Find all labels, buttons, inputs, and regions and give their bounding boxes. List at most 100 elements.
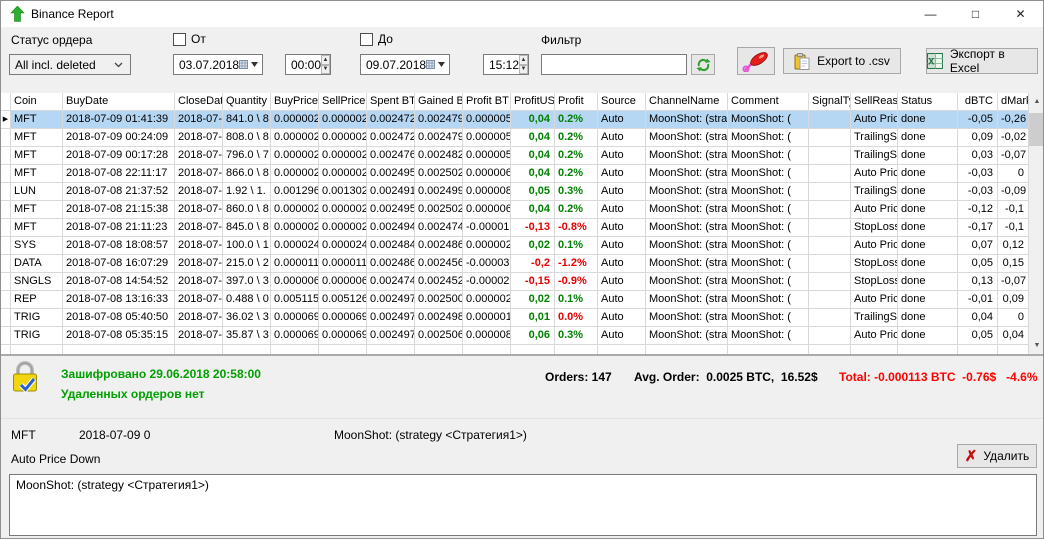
- from-checkbox[interactable]: От: [173, 32, 206, 46]
- cell-spent_btc: 0.002472: [367, 111, 415, 129]
- column-header-sell_reason[interactable]: SellReaso: [851, 93, 898, 111]
- column-header-comment[interactable]: Comment: [728, 93, 809, 111]
- export-excel-button[interactable]: X Экспорт в Excel: [926, 47, 1038, 75]
- cell-d_btc: 0,07: [958, 237, 998, 255]
- order-status-select[interactable]: All incl. deleted: [9, 54, 131, 75]
- cell-comment: MoonShot: (: [728, 147, 809, 165]
- calendar-icon: [426, 60, 436, 69]
- cell-d_market: 0,09: [998, 291, 1029, 309]
- column-header-profit_usd[interactable]: ProfitUSI: [511, 93, 555, 111]
- filter-input[interactable]: [541, 54, 687, 75]
- table-row[interactable]: ▶ MFT 2018-07-09 01:41:39 2018-07- 841.0 \ 8…: [1, 111, 1029, 129]
- from-date-picker[interactable]: 03.07.2018: [173, 54, 263, 75]
- cell-gained_btc: 0.002474: [415, 219, 463, 237]
- export-csv-button[interactable]: Export to .csv: [783, 48, 901, 74]
- refresh-button[interactable]: [691, 54, 715, 75]
- cell-source: Auto: [598, 327, 646, 345]
- cell-d_market: -0,1: [998, 219, 1029, 237]
- cell-gained_btc: 0.002452: [415, 273, 463, 291]
- cell-profit_pct: 0.1%: [555, 291, 598, 309]
- column-header-profit_btc[interactable]: Profit BT: [463, 93, 511, 111]
- cell-channel: MoonShot: (strat: [646, 273, 728, 291]
- column-header-status[interactable]: Status: [898, 93, 958, 111]
- column-header-channel[interactable]: ChannelName: [646, 93, 728, 111]
- table-row[interactable]: TRIG 2018-07-08 05:40:50 2018-07- 36.02 \ 3…: [1, 309, 1029, 327]
- column-header-gained_btc[interactable]: Gained B: [415, 93, 463, 111]
- cell-profit_btc: -0.00003: [463, 255, 511, 273]
- cell-comment: MoonShot: (: [728, 219, 809, 237]
- from-time-spinner[interactable]: 00:00 ▲ ▼: [285, 54, 331, 75]
- to-time-spinner[interactable]: 15:12 ▲ ▼: [483, 54, 529, 75]
- table-row[interactable]: DATA 2018-07-08 16:07:29 2018-07- 215.0 \ 2…: [1, 255, 1029, 273]
- column-header-d_market[interactable]: dMarke: [998, 93, 1029, 111]
- column-header-quantity[interactable]: Quantity: [223, 93, 271, 111]
- column-header-close_date[interactable]: CloseDat: [175, 93, 223, 111]
- cell-sell_price: 0.000002: [319, 165, 367, 183]
- cell-gained_btc: 0.002502: [415, 201, 463, 219]
- row-selector-cell: [1, 183, 11, 201]
- table-row[interactable]: SNGLS 2018-07-08 14:54:52 2018-07- 397.0 \ …: [1, 273, 1029, 291]
- filler-cell: [555, 345, 598, 354]
- cell-profit_pct: 0.2%: [555, 111, 598, 129]
- to-checkbox[interactable]: До: [360, 32, 393, 46]
- encrypted-status-text: Зашифровано 29.06.2018 20:58:00: [61, 367, 261, 381]
- close-button[interactable]: ✕: [1015, 7, 1026, 21]
- column-header-buy_price[interactable]: BuyPrice: [271, 93, 319, 111]
- app-icon: [10, 6, 25, 22]
- cell-channel: MoonShot: (strat: [646, 147, 728, 165]
- cell-buy_date: 2018-07-08 21:37:52: [63, 183, 175, 201]
- column-header-signal_type[interactable]: SignalTyp: [809, 93, 851, 111]
- cell-buy_date: 2018-07-08 21:11:23: [63, 219, 175, 237]
- summary-bar: Зашифровано 29.06.2018 20:58:00 Удаленны…: [1, 356, 1043, 418]
- cell-quantity: 0.488 \ 0: [223, 291, 271, 309]
- comment-textarea[interactable]: MoonShot: (strategy <Стратегия1>): [9, 474, 1037, 536]
- cell-status: done: [898, 237, 958, 255]
- cell-buy_price: 0.000002: [271, 219, 319, 237]
- column-header-coin[interactable]: Coin: [11, 93, 63, 111]
- cell-coin: TRIG: [11, 327, 63, 345]
- cell-spent_btc: 0.002491: [367, 183, 415, 201]
- cell-profit_pct: -0.8%: [555, 219, 598, 237]
- time-up-icon[interactable]: ▲: [519, 55, 528, 65]
- cell-quantity: 845.0 \ 8: [223, 219, 271, 237]
- maximize-button[interactable]: □: [971, 7, 980, 21]
- cell-d_market: 0,12: [998, 237, 1029, 255]
- table-row[interactable]: TRIG 2018-07-08 05:35:15 2018-07- 35.87 \ 3…: [1, 327, 1029, 345]
- to-date-picker[interactable]: 09.07.2018: [360, 54, 450, 75]
- cell-sell_price: 0.000002: [319, 111, 367, 129]
- from-checkbox-box[interactable]: [173, 32, 186, 46]
- to-checkbox-box[interactable]: [360, 32, 373, 46]
- scrollbar-thumb[interactable]: [1029, 113, 1043, 146]
- column-header-sell_price[interactable]: SellPrice: [319, 93, 367, 111]
- vertical-scrollbar[interactable]: ▲ ▼: [1029, 93, 1043, 354]
- cell-buy_price: 0.000002: [271, 165, 319, 183]
- column-header-source[interactable]: Source: [598, 93, 646, 111]
- minimize-button[interactable]: —: [924, 7, 937, 21]
- scroll-up-icon[interactable]: ▲: [1033, 98, 1041, 105]
- column-header-d_btc[interactable]: dBTC: [958, 93, 998, 111]
- column-header-profit_pct[interactable]: Profit: [555, 93, 598, 111]
- delete-button[interactable]: ✗ Удалить: [957, 444, 1037, 468]
- time-up-icon[interactable]: ▲: [321, 55, 330, 65]
- scroll-down-icon[interactable]: ▼: [1033, 342, 1041, 349]
- settings-button[interactable]: [737, 47, 775, 75]
- cell-profit_pct: 0.3%: [555, 327, 598, 345]
- time-down-icon[interactable]: ▼: [519, 64, 528, 74]
- column-header-buy_date[interactable]: BuyDate: [63, 93, 175, 111]
- row-selector-cell: [1, 345, 11, 354]
- cell-channel: MoonShot: (strat: [646, 183, 728, 201]
- cell-profit_usd: 0,04: [511, 147, 555, 165]
- table-row[interactable]: LUN 2018-07-08 21:37:52 2018-07- 1.92 \ 1. 0…: [1, 183, 1029, 201]
- cell-profit_usd: 0,04: [511, 165, 555, 183]
- cell-source: Auto: [598, 147, 646, 165]
- column-header-spent_btc[interactable]: Spent BT: [367, 93, 415, 111]
- time-down-icon[interactable]: ▼: [321, 64, 330, 74]
